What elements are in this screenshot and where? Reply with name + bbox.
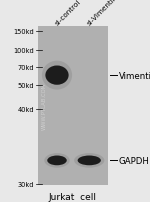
Text: 40kd: 40kd: [18, 106, 34, 112]
Text: Vimentin: Vimentin: [118, 71, 150, 80]
Text: GAPDH: GAPDH: [118, 156, 149, 165]
Ellipse shape: [78, 156, 101, 165]
Text: 70kd: 70kd: [18, 64, 34, 70]
Text: si-control: si-control: [54, 0, 82, 26]
Text: 30kd: 30kd: [18, 181, 34, 187]
Text: 50kd: 50kd: [18, 83, 34, 89]
Text: WWW.PTLAB.COM: WWW.PTLAB.COM: [42, 83, 47, 129]
Text: 150kd: 150kd: [14, 29, 34, 35]
FancyBboxPatch shape: [38, 27, 108, 185]
Ellipse shape: [74, 153, 104, 168]
Text: 100kd: 100kd: [14, 48, 34, 54]
Ellipse shape: [45, 66, 69, 85]
Ellipse shape: [44, 153, 70, 168]
Text: si-Vimentin: si-Vimentin: [87, 0, 119, 26]
Ellipse shape: [42, 61, 72, 90]
Text: Jurkat  cell: Jurkat cell: [48, 192, 96, 201]
Ellipse shape: [47, 156, 67, 165]
